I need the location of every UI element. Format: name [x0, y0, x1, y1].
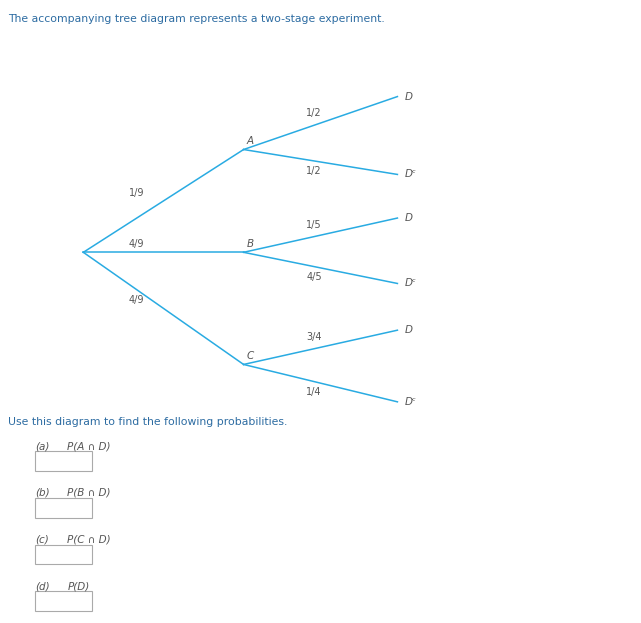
Text: A: A	[247, 136, 254, 146]
Text: The accompanying tree diagram represents a two-stage experiment.: The accompanying tree diagram represents…	[8, 14, 385, 24]
Text: (c): (c)	[35, 535, 49, 545]
Text: P(D): P(D)	[67, 581, 90, 591]
Text: P(B ∩ D): P(B ∩ D)	[67, 488, 111, 498]
Text: C: C	[247, 351, 254, 361]
Text: 1/4: 1/4	[306, 387, 322, 397]
Text: P(C ∩ D): P(C ∩ D)	[67, 535, 111, 545]
Text: (a): (a)	[35, 441, 49, 451]
Text: 1/5: 1/5	[306, 220, 322, 230]
Text: Use this diagram to find the following probabilities.: Use this diagram to find the following p…	[8, 417, 287, 427]
Text: 1/2: 1/2	[306, 108, 322, 118]
Text: 1/2: 1/2	[306, 166, 322, 176]
Text: D: D	[405, 213, 413, 223]
Text: D: D	[405, 92, 413, 102]
Text: D: D	[405, 325, 413, 335]
Bar	[35, 545, 92, 564]
Text: Dᶜ: Dᶜ	[405, 397, 417, 407]
Text: B: B	[247, 239, 254, 249]
Text: Dᶜ: Dᶜ	[405, 169, 417, 179]
Text: (b): (b)	[35, 488, 50, 498]
Text: 4/9: 4/9	[129, 239, 144, 249]
Bar	[35, 591, 92, 611]
Bar	[35, 451, 92, 471]
Text: 4/9: 4/9	[129, 295, 144, 305]
Text: 3/4: 3/4	[306, 332, 322, 343]
Text: P(A ∩ D): P(A ∩ D)	[67, 441, 111, 451]
Text: 1/9: 1/9	[129, 188, 144, 198]
Text: 4/5: 4/5	[306, 272, 322, 282]
Bar	[35, 498, 92, 518]
Text: Dᶜ: Dᶜ	[405, 278, 417, 288]
Text: (d): (d)	[35, 581, 50, 591]
